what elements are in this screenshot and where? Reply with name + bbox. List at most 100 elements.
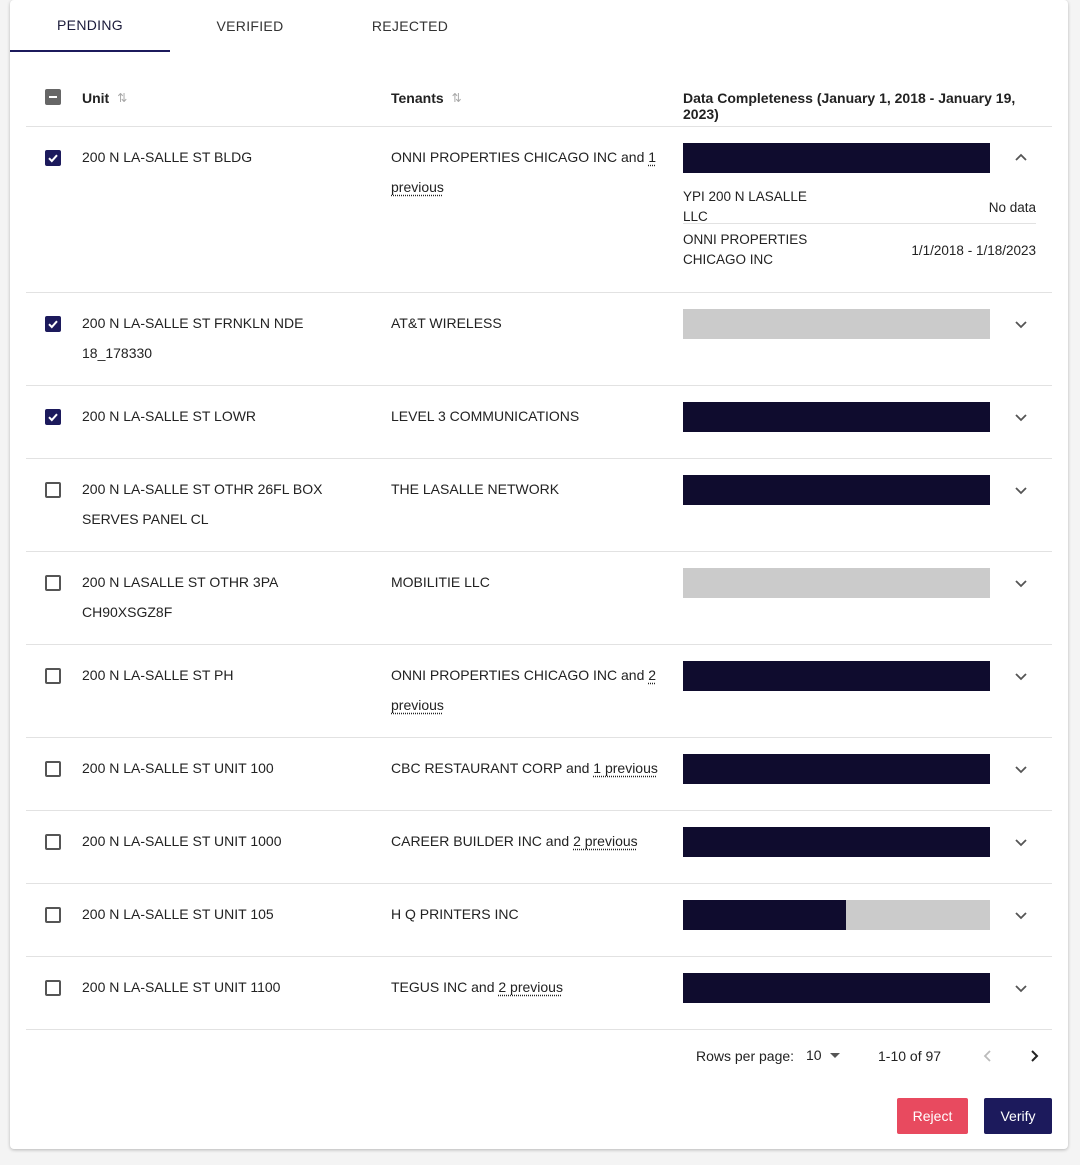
- tenants-column-header[interactable]: Tenants ⇅: [391, 90, 462, 106]
- tab-pending[interactable]: PENDING: [10, 0, 170, 52]
- table-body: 200 N LA-SALLE ST BLDG ONNI PROPERTIES C…: [26, 127, 1052, 1030]
- row-checkbox[interactable]: [45, 409, 61, 425]
- minus-icon: [49, 96, 57, 98]
- tenant-and: and: [467, 979, 499, 995]
- row-checkbox[interactable]: [45, 575, 61, 591]
- tenant-cell: ONNI PROPERTIES CHICAGO INC and 2 previo…: [391, 660, 661, 720]
- table-header: Unit ⇅ Tenants ⇅ Data Completeness (Janu…: [26, 60, 1052, 127]
- tenant-cell: THE LASALLE NETWORK: [391, 474, 661, 504]
- unit-header-label: Unit: [82, 90, 110, 106]
- unit-cell: 200 N LA-SALLE ST UNIT 105: [82, 906, 274, 922]
- sort-icon[interactable]: ⇅: [117, 91, 128, 105]
- rows-per-page-label: Rows per page:: [696, 1048, 795, 1064]
- completeness-bar: [683, 900, 990, 930]
- page-range: 1-10 of 97: [878, 1048, 942, 1064]
- completeness-column-header: Data Completeness (January 1, 2018 - Jan…: [683, 90, 1052, 122]
- row-checkbox[interactable]: [45, 668, 61, 684]
- tenant-and: and: [617, 667, 649, 683]
- previous-tenants-link[interactable]: 1 previous: [391, 149, 657, 195]
- completeness-fill: [683, 661, 990, 691]
- completeness-bar: [683, 309, 990, 339]
- table-row: 200 N LA-SALLE ST UNIT 1000 CAREER BUILD…: [26, 811, 1052, 884]
- detail-tenant-name: YPI 200 N LASALLE LLC: [683, 189, 807, 224]
- tenant-cell: LEVEL 3 COMMUNICATIONS: [391, 401, 661, 431]
- completeness-fill: [683, 973, 990, 1003]
- tenant-name: ONNI PROPERTIES CHICAGO INC: [391, 149, 618, 165]
- detail-date-range: No data: [988, 199, 1036, 215]
- review-card: PENDING VERIFIED REJECTED Unit ⇅ Tenants…: [10, 0, 1068, 1149]
- completeness-bar: [683, 402, 990, 432]
- row-checkbox[interactable]: [45, 150, 61, 166]
- reject-button[interactable]: Reject: [897, 1098, 968, 1134]
- verify-button[interactable]: Verify: [984, 1098, 1052, 1134]
- chevron-down-icon[interactable]: [1012, 574, 1030, 592]
- table-row: 200 N LA-SALLE ST FRNKLN NDE 18_178330 A…: [26, 293, 1052, 386]
- row-checkbox[interactable]: [45, 980, 61, 996]
- unit-cell: 200 N LA-SALLE ST UNIT 1100: [82, 979, 281, 995]
- tenant-name: THE LASALLE NETWORK: [391, 481, 560, 497]
- tenant-cell: AT&T WIRELESS: [391, 308, 661, 338]
- chevron-up-icon[interactable]: [1012, 149, 1030, 167]
- unit-column-header[interactable]: Unit ⇅: [82, 90, 127, 106]
- previous-tenants-link[interactable]: 2 previous: [498, 979, 563, 995]
- tenant-and: and: [617, 149, 649, 165]
- detail-row: YPI 200 N LASALLE LLC No data: [683, 189, 1036, 224]
- tab-rejected[interactable]: REJECTED: [371, 18, 449, 34]
- chevron-down-icon[interactable]: [1012, 315, 1030, 333]
- tenant-name: TEGUS INC: [391, 979, 468, 995]
- unit-cell: 200 N LA-SALLE ST OTHR 26FL BOX SERVES P…: [82, 481, 323, 527]
- unit-cell: 200 N LA-SALLE ST LOWR: [82, 408, 257, 424]
- sort-icon[interactable]: ⇅: [451, 91, 462, 105]
- chevron-right-icon[interactable]: [1024, 1046, 1044, 1066]
- chevron-down-icon[interactable]: [1012, 906, 1030, 924]
- chevron-left-icon[interactable]: [978, 1046, 998, 1066]
- tenant-name: H Q PRINTERS INC: [391, 906, 519, 922]
- chevron-down-icon[interactable]: [1012, 979, 1030, 997]
- completeness-fill: [683, 754, 990, 784]
- chevron-down-icon[interactable]: [1012, 408, 1030, 426]
- table-row: 200 N LA-SALLE ST PH ONNI PROPERTIES CHI…: [26, 645, 1052, 738]
- tab-verified[interactable]: VERIFIED: [216, 18, 284, 34]
- completeness-fill: [683, 475, 990, 505]
- rows-per-page-value: 10: [806, 1047, 822, 1063]
- tenant-cell: H Q PRINTERS INC: [391, 899, 661, 929]
- previous-tenants-link[interactable]: 2 previous: [573, 833, 638, 849]
- unit-cell: 200 N LA-SALLE ST UNIT 100: [82, 760, 274, 776]
- completeness-bar: [683, 754, 990, 784]
- completeness-bar: [683, 973, 990, 1003]
- pagination: Rows per page: 10 1-10 of 97: [26, 1030, 1052, 1082]
- completeness-fill: [683, 900, 846, 930]
- chevron-down-icon[interactable]: [1012, 760, 1030, 778]
- row-checkbox[interactable]: [45, 834, 61, 850]
- table-row: 200 N LA-SALLE ST UNIT 1100 TEGUS INC an…: [26, 957, 1052, 1030]
- row-checkbox[interactable]: [45, 907, 61, 923]
- tenant-cell: MOBILITIE LLC: [391, 567, 661, 597]
- check-icon: [48, 154, 58, 163]
- chevron-down-icon[interactable]: [1012, 667, 1030, 685]
- completeness-bar: [683, 661, 990, 691]
- row-checkbox[interactable]: [45, 761, 61, 777]
- select-all-checkbox[interactable]: [45, 89, 61, 105]
- table-row: 200 N LA-SALLE ST LOWR LEVEL 3 COMMUNICA…: [26, 386, 1052, 459]
- detail-date-range: 1/1/2018 - 1/18/2023: [911, 242, 1036, 258]
- tenant-name: AT&T WIRELESS: [391, 315, 502, 331]
- chevron-down-icon[interactable]: [1012, 833, 1030, 851]
- tenant-cell: ONNI PROPERTIES CHICAGO INC and 1 previo…: [391, 142, 661, 202]
- check-icon: [48, 320, 58, 329]
- tenant-cell: TEGUS INC and 2 previous: [391, 972, 661, 1002]
- unit-cell: 200 N LA-SALLE ST BLDG: [82, 149, 253, 165]
- previous-tenants-link[interactable]: 1 previous: [593, 760, 658, 776]
- rows-per-page-select[interactable]: 10: [806, 1047, 840, 1063]
- completeness-bar: [683, 475, 990, 505]
- row-checkbox[interactable]: [45, 482, 61, 498]
- detail-row: ONNI PROPERTIES CHICAGO INC 1/1/2018 - 1…: [683, 224, 1036, 276]
- row-checkbox[interactable]: [45, 316, 61, 332]
- tenant-completeness-details: YPI 200 N LASALLE LLC No data ONNI PROPE…: [683, 189, 1036, 276]
- tenant-name: CAREER BUILDER INC: [391, 833, 542, 849]
- unit-cell: 200 N LA-SALLE ST FRNKLN NDE 18_178330: [82, 315, 304, 361]
- table-row: 200 N LA-SALLE ST OTHR 26FL BOX SERVES P…: [26, 459, 1052, 552]
- tenant-name: ONNI PROPERTIES CHICAGO INC: [391, 667, 618, 683]
- previous-tenants-link[interactable]: 2 previous: [391, 667, 657, 713]
- tenant-name: CBC RESTAURANT CORP: [391, 760, 563, 776]
- chevron-down-icon[interactable]: [1012, 481, 1030, 499]
